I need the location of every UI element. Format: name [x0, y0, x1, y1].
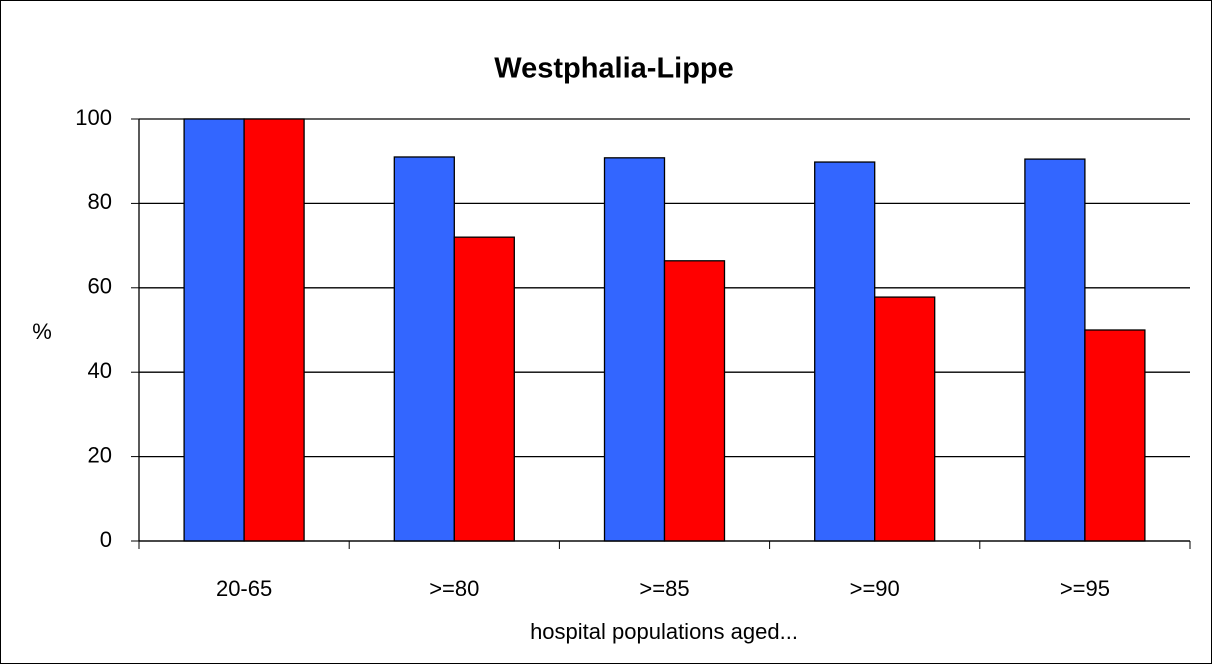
x-tick-label: 20-65	[216, 576, 272, 601]
y-tick-label: 20	[88, 442, 112, 467]
bar	[874, 296, 936, 542]
bar	[814, 161, 876, 542]
bar	[243, 118, 305, 542]
bar	[453, 236, 515, 542]
bar	[1084, 329, 1146, 542]
y-tick-label: 60	[88, 274, 112, 299]
bar	[603, 157, 666, 542]
bar	[393, 156, 455, 542]
bar	[183, 118, 245, 542]
bar	[1024, 158, 1086, 542]
y-tick-label: 40	[88, 358, 112, 383]
x-axis-title: hospital populations aged...	[530, 619, 798, 644]
x-tick-label: >=85	[639, 576, 689, 601]
y-axis-title: %	[32, 319, 52, 344]
bar	[663, 260, 726, 542]
x-tick-label: >=80	[429, 576, 479, 601]
y-tick-label: 100	[75, 105, 112, 130]
x-tick-label: >=90	[850, 576, 900, 601]
y-tick-label: 0	[100, 527, 112, 552]
y-tick-label: 80	[88, 189, 112, 214]
chart-title: Westphalia-Lippe	[494, 53, 734, 85]
x-tick-label: >=95	[1060, 576, 1110, 601]
